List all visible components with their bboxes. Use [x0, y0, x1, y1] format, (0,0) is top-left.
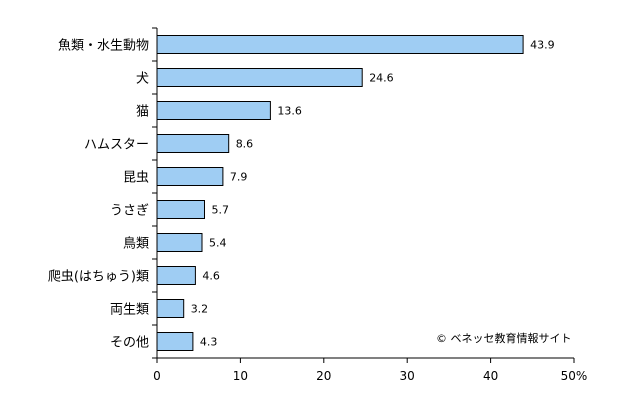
- value-label-3: 13.6: [277, 105, 302, 118]
- value-label-6: 5.7: [212, 204, 230, 217]
- bars-group: [156, 35, 524, 351]
- bar-6: [156, 200, 205, 219]
- category-label-4: ハムスター: [84, 138, 149, 153]
- bar-7: [156, 233, 203, 252]
- x-tick-label-40: 40: [483, 369, 498, 383]
- x-tick-label-0: 0: [153, 369, 161, 383]
- bar-8: [156, 266, 196, 285]
- value-labels: 43.9 24.6 13.6 8.6 7.9 5.7 5.4 4.6 3.2 4.3: [191, 39, 555, 349]
- category-label-3: 猫: [136, 105, 149, 120]
- category-label-10: その他: [110, 336, 149, 351]
- category-label-2: 犬: [136, 72, 149, 87]
- value-label-1: 43.9: [530, 39, 555, 52]
- category-label-1: 魚類・水生動物: [58, 39, 149, 54]
- bar-2: [156, 68, 363, 87]
- category-label-9: 両生類: [110, 303, 149, 318]
- x-tick-label-10: 10: [233, 369, 248, 383]
- x-tick-label-30: 30: [400, 369, 415, 383]
- bar-3: [156, 101, 271, 120]
- axes: [152, 27, 574, 359]
- category-label-5: 昆虫: [123, 171, 149, 186]
- value-label-4: 8.6: [236, 138, 254, 151]
- value-label-8: 4.6: [202, 270, 220, 283]
- x-ticks: 0 10 20 30 40 50%: [153, 358, 587, 383]
- category-label-8: 爬虫(はちゅう)類: [48, 270, 149, 285]
- credit-text: © ベネッセ教育情報サイト: [436, 331, 572, 345]
- value-label-10: 4.3: [200, 336, 218, 349]
- x-tick-label-20: 20: [316, 369, 331, 383]
- bar-4: [156, 134, 230, 153]
- value-label-7: 5.4: [209, 237, 227, 250]
- bar-1: [156, 35, 524, 54]
- category-label-7: 鳥類: [123, 237, 149, 252]
- category-label-6: うさぎ: [110, 204, 149, 219]
- bar-5: [156, 167, 224, 186]
- value-label-2: 24.6: [369, 72, 394, 85]
- value-label-9: 3.2: [191, 303, 209, 316]
- x-tick-label-50: 50%: [561, 369, 588, 383]
- bar-9: [156, 299, 185, 318]
- bar-10: [156, 332, 194, 351]
- value-label-5: 7.9: [230, 171, 248, 184]
